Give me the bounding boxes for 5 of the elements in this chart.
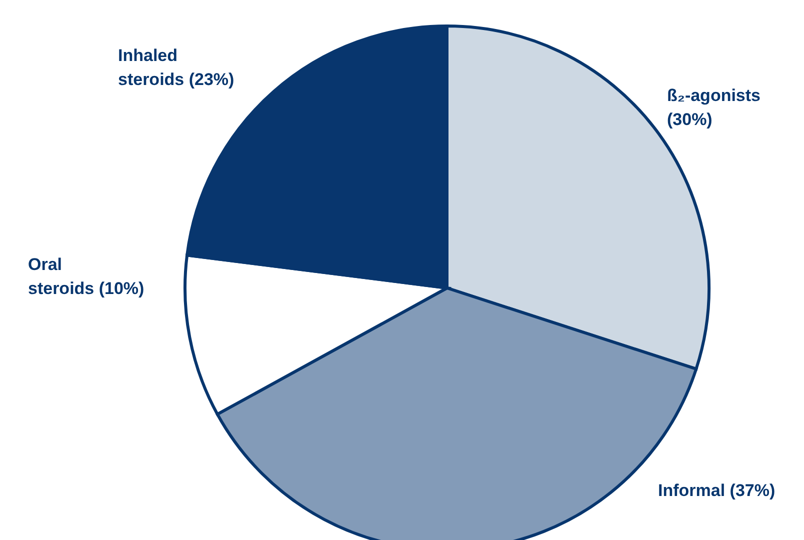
data-label: (30%) <box>667 110 712 129</box>
slice-label: Informal (37%) <box>658 481 776 500</box>
slice-label: Inhaled steroids (23%) <box>118 46 234 89</box>
slice-label: Oral steroids (10%) <box>28 255 144 298</box>
slice-label: ß₂-agonists <box>667 86 760 105</box>
